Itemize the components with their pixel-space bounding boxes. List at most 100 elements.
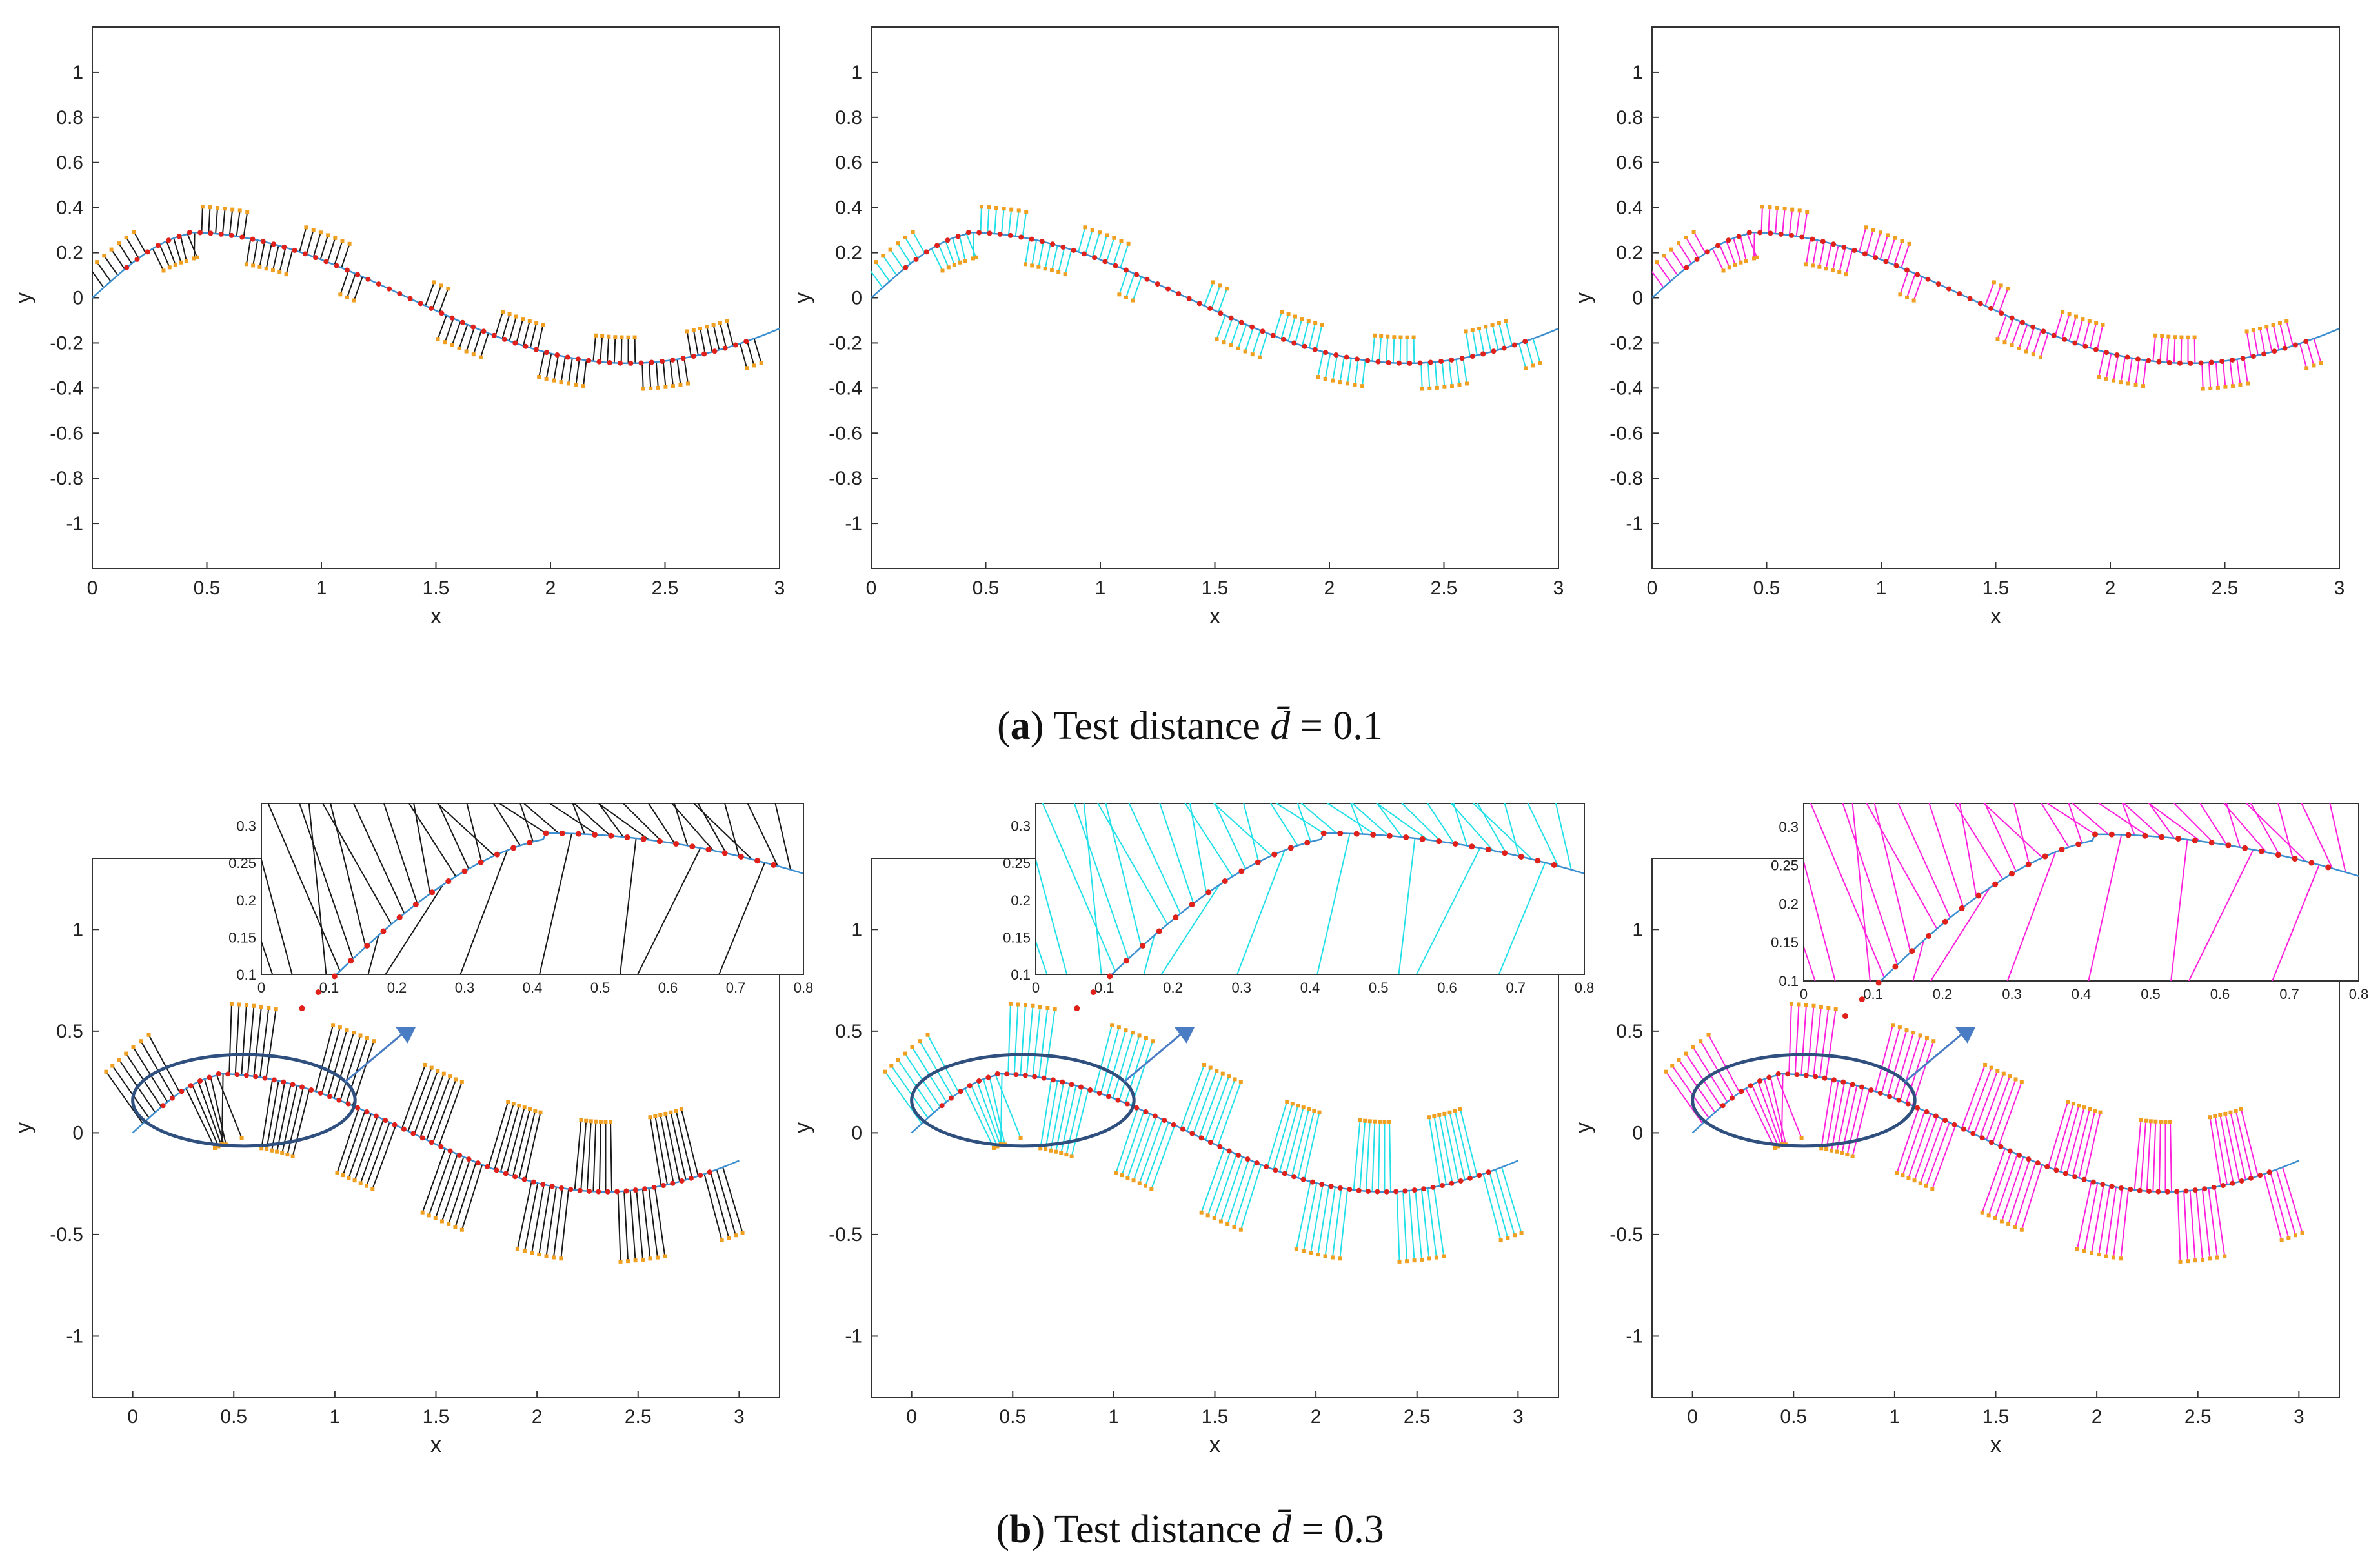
curve-point: [1942, 1118, 1948, 1124]
needle-start: [1124, 1028, 1128, 1033]
curve-point: [407, 296, 413, 301]
needle-start: [1016, 1002, 1020, 1007]
curve-point: [596, 1189, 601, 1195]
needle-start: [2097, 374, 2101, 379]
curve-point: [344, 267, 350, 273]
needle: [1278, 1105, 1299, 1172]
inset-curve-point: [2142, 832, 2148, 839]
needle: [2263, 1173, 2283, 1241]
needle: [531, 1184, 545, 1253]
needle: [1433, 1116, 1447, 1185]
needle-start: [501, 309, 505, 314]
y-tick-label: 1: [72, 62, 83, 83]
needle-start: [533, 1109, 538, 1113]
needle-start: [274, 1007, 278, 1012]
curve-point: [2192, 1187, 2198, 1193]
inset-curve-point: [1875, 980, 1882, 986]
inset-needle: [1873, 803, 1911, 953]
y-tick-label: 1: [851, 62, 862, 83]
inset: 0 0.1 0.2 0.3 0.4 0.5 0.6 0.7 0.80.30.250.20.150…: [1771, 803, 2368, 1020]
inset-frame: [1803, 803, 2359, 982]
needle-start: [1373, 333, 1377, 338]
needle-start: [1199, 1210, 1204, 1215]
needle: [2018, 324, 2028, 349]
y-tick-label: -0.2: [50, 332, 83, 354]
needle-start: [1918, 1181, 1922, 1185]
x-axis-label: x: [430, 604, 441, 629]
needle-start: [2126, 381, 2131, 386]
inset-x-tick-label: 0.8: [794, 980, 814, 996]
needle-start: [2213, 1114, 2217, 1118]
needle-start: [1286, 312, 1291, 316]
curve-point: [955, 234, 961, 239]
needle-start: [104, 1069, 108, 1074]
needle-start: [454, 1077, 458, 1082]
needle: [552, 1188, 563, 1258]
needle-start: [1317, 1110, 1322, 1114]
x-axis-label: x: [1209, 604, 1220, 629]
curve-point: [2198, 360, 2204, 366]
inset-x-tick-label: 0.4: [1300, 980, 1320, 996]
needle-start: [1669, 247, 1673, 252]
x-tick-label: 1.5: [423, 1406, 450, 1427]
curve-point: [2250, 354, 2256, 359]
inset-y-tick-label: 0.3: [1011, 818, 1031, 834]
needle-start: [2178, 1259, 2183, 1264]
curve-point: [502, 336, 507, 342]
needle: [2120, 1189, 2130, 1259]
needle-start: [1768, 205, 1772, 210]
needle: [1908, 1113, 1932, 1178]
needle-start: [1648, 267, 1651, 270]
needle-start: [1924, 1184, 1929, 1188]
needle-start: [2186, 1259, 2190, 1264]
needle-start: [1799, 1136, 1804, 1140]
needle: [1813, 1007, 1822, 1077]
needle-start: [663, 385, 668, 389]
needle-start: [1427, 1115, 1431, 1120]
needle-start: [1790, 207, 1795, 212]
curve-point: [1486, 1169, 1491, 1175]
needle: [1371, 335, 1376, 361]
needle: [432, 285, 442, 310]
needle-start: [432, 280, 436, 285]
curve-point: [447, 1148, 453, 1154]
needle-start: [1064, 1153, 1069, 1157]
curve-point: [1999, 310, 2004, 316]
needle: [1078, 227, 1086, 252]
needle: [1525, 341, 1534, 366]
needle: [1051, 245, 1058, 271]
needle-start: [1031, 1003, 1035, 1008]
curve-point: [1029, 236, 1034, 242]
needle: [245, 238, 252, 265]
inset-needle: [1350, 803, 1364, 834]
inset-curve-point: [592, 831, 598, 838]
needle: [1760, 207, 1763, 233]
inset-needle: [2123, 803, 2162, 838]
curve-point: [1831, 1077, 1837, 1083]
y-tick-label: -0.8: [1609, 468, 1643, 489]
curve-point: [485, 1164, 490, 1169]
needle-start: [2158, 1119, 2163, 1124]
needle: [2158, 1121, 2161, 1192]
needle: [2180, 337, 2183, 363]
y-tick-label: 0: [851, 1122, 862, 1144]
inset-curve-point: [1942, 918, 1948, 925]
needle: [2224, 1113, 2241, 1182]
needle: [210, 1076, 227, 1145]
needle-start: [2179, 335, 2184, 339]
x-tick-label: 2: [2105, 578, 2116, 599]
curve-point: [1778, 231, 1784, 237]
curve-point: [470, 324, 476, 330]
y-tick-label: 0.5: [56, 1021, 83, 1042]
inset-curve-point: [2242, 845, 2248, 851]
needle-start: [358, 1033, 363, 1038]
needle-start: [478, 355, 483, 359]
needle: [1301, 321, 1309, 346]
needle-start: [1218, 283, 1222, 288]
inset-curve-point: [396, 914, 403, 921]
curve-point: [1102, 259, 1108, 265]
inset-needle: [1296, 803, 1312, 842]
needle-start: [1891, 1023, 1895, 1027]
needle-start: [663, 1254, 667, 1258]
needle: [1055, 1084, 1071, 1152]
